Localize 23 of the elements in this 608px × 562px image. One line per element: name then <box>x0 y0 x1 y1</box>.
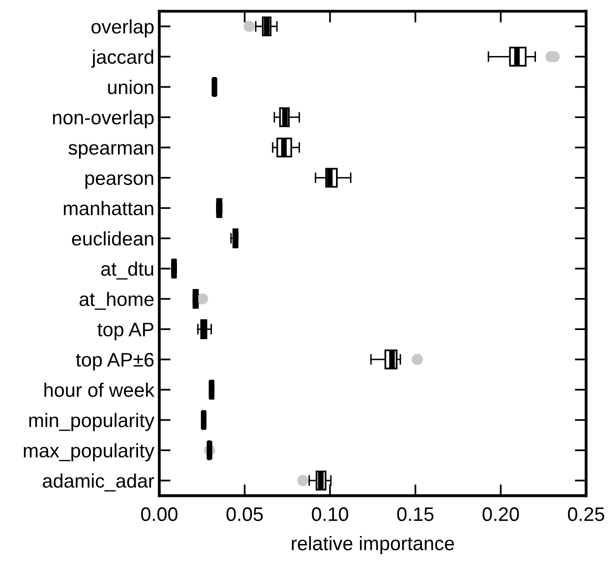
y-tick-label: hour of week <box>44 382 154 397</box>
y-tick-label: at_dtu <box>101 262 154 280</box>
y-tick-label: top AP <box>97 322 154 340</box>
x-tick-label: 0.10 <box>312 507 348 522</box>
y-tick-label: euclidean <box>72 231 154 246</box>
y-tick-label: at_home <box>80 292 154 310</box>
x-tick-label: 0.20 <box>482 507 519 522</box>
y-tick-label: non-overlap <box>53 110 154 128</box>
y-tick-label: pearson <box>85 174 154 189</box>
y-tick-label: min_popularity <box>29 412 154 432</box>
x-tick-label: 0.15 <box>397 507 434 522</box>
x-tick-label: 0.05 <box>226 507 263 522</box>
x-tick-label: 0.00 <box>141 507 178 522</box>
x-tick-label: 0.25 <box>568 507 604 522</box>
y-tick-label: overlap <box>91 19 154 38</box>
y-tick-label: union <box>108 80 154 94</box>
y-tick-label: spearman <box>68 144 154 159</box>
y-tick-label: top AP±6 <box>76 352 154 371</box>
y-tick-label: manhattan <box>64 201 154 216</box>
x-axis-title: relative importance <box>292 536 454 554</box>
y-tick-label: adamic_adar <box>42 474 154 492</box>
y-tick-label: jaccard <box>91 50 154 68</box>
y-tick-label: max_popularity <box>24 443 154 462</box>
